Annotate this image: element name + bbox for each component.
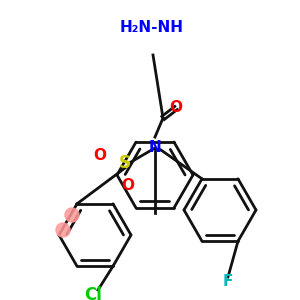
Circle shape	[65, 208, 79, 222]
Text: N: N	[148, 140, 161, 155]
Text: O: O	[122, 178, 134, 193]
Text: O: O	[94, 148, 106, 163]
Text: H₂N-NH: H₂N-NH	[120, 20, 184, 35]
Text: Cl: Cl	[84, 286, 102, 300]
Circle shape	[56, 223, 70, 237]
Text: F: F	[223, 274, 233, 290]
Text: O: O	[169, 100, 182, 116]
Text: S: S	[119, 154, 131, 172]
